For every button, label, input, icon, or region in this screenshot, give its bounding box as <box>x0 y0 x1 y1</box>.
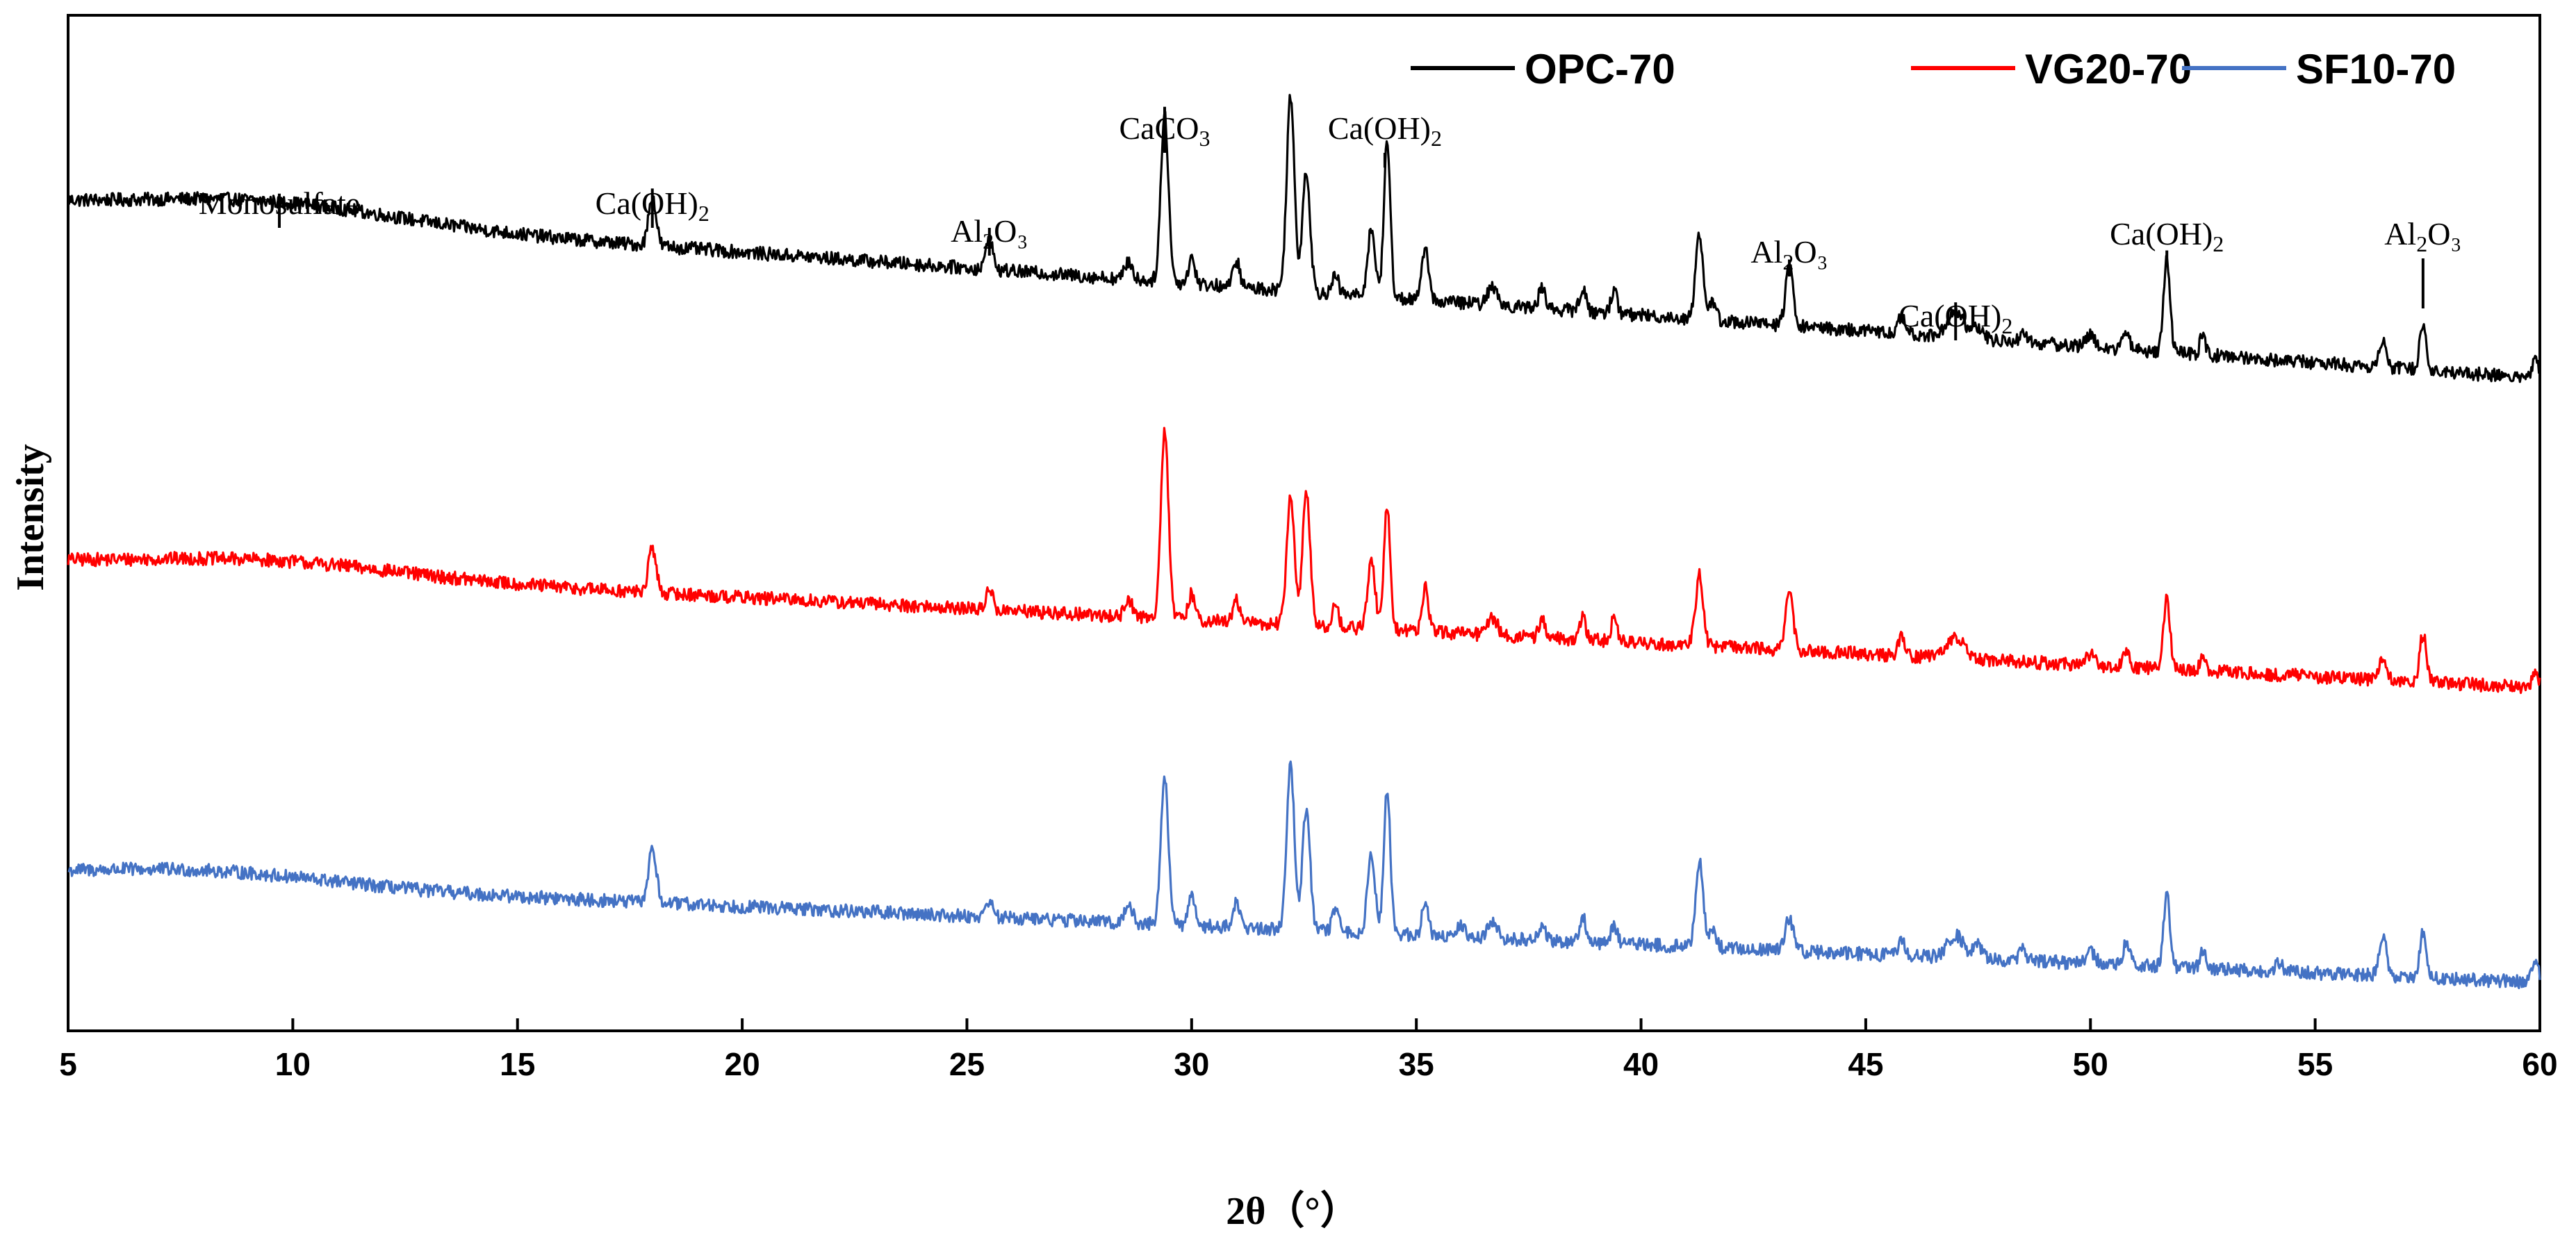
peak-label: Al2O₃ <box>1750 234 1828 274</box>
peak-label: Ca(OH)2 <box>2110 216 2224 256</box>
peak-label: Ca(OH)2 <box>1328 110 1442 151</box>
legend-label-vg20-70: VG20-70 <box>2025 46 2192 92</box>
series-line-vg20-70 <box>67 427 2541 695</box>
x-tick-label: 55 <box>2297 1046 2333 1082</box>
peak-label: Ca(OH)2 <box>596 185 709 226</box>
series-layer <box>67 94 2541 990</box>
x-axis-title: 2θ（°） <box>1226 1189 1359 1233</box>
x-tick-label: 60 <box>2522 1046 2557 1082</box>
x-tick-label: 50 <box>2073 1046 2108 1082</box>
x-tick-label: 5 <box>59 1046 77 1082</box>
x-tick-label: 35 <box>1399 1046 1434 1082</box>
x-tick-label: 10 <box>275 1046 311 1082</box>
peak-label: Al2O₃ <box>951 213 1028 254</box>
peak-label: Ca(OH)2 <box>1898 298 2012 338</box>
x-tick-label: 30 <box>1174 1046 1209 1082</box>
peak-label: CaCO3 <box>1119 110 1211 151</box>
series-line-sf10-70 <box>67 760 2541 990</box>
y-axis-title: Intensity <box>9 444 52 591</box>
x-tick-label: 15 <box>500 1046 535 1082</box>
peak-label: Monosulfate <box>199 185 361 221</box>
series-line-opc-70 <box>67 94 2541 383</box>
plot-frame <box>67 14 2541 1032</box>
peak-annotations: Monosulfate Ca(OH)2 Al2O₃ CaCO3 Ca(OH)2 Al2O₃… <box>199 106 2461 340</box>
x-tick-label: 25 <box>949 1046 985 1082</box>
x-axis: 5 10 15 20 25 30 35 40 45 50 55 60 <box>59 1018 2558 1082</box>
x-tick-label: 45 <box>1848 1046 1883 1082</box>
x-tick-label: 20 <box>725 1046 760 1082</box>
legend-label-sf10-70: SF10-70 <box>2296 46 2456 92</box>
peak-label: Al2O₃ <box>2384 216 2461 256</box>
x-tick-label: 40 <box>1623 1046 1659 1082</box>
legend: OPC-70 VG20-70 SF10-70 <box>1411 46 2456 92</box>
legend-label-opc-70: OPC-70 <box>1525 46 1675 92</box>
